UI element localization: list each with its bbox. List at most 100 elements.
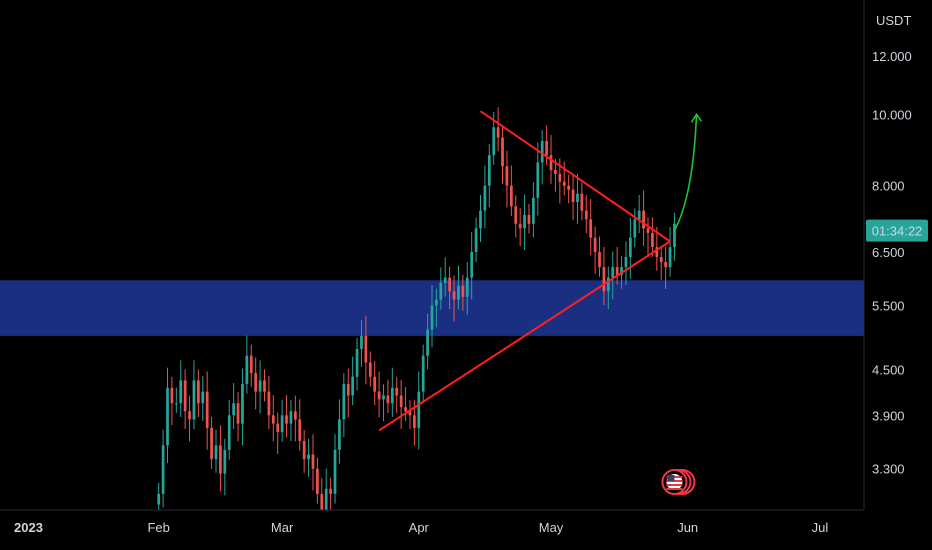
falling-trendline[interactable] [479, 110, 671, 243]
candle [342, 373, 346, 438]
candle-body [254, 373, 258, 392]
candle [501, 126, 504, 185]
candle [293, 395, 297, 442]
candle-body [232, 403, 235, 416]
candle [461, 274, 465, 311]
candle [285, 395, 288, 438]
us-flag-icon[interactable] [661, 469, 696, 495]
candle-body [576, 193, 579, 203]
candle-body [245, 355, 249, 385]
candle [157, 482, 161, 515]
time-axis[interactable] [0, 510, 932, 550]
candle [593, 226, 597, 274]
candle-body [439, 282, 443, 300]
candle-body [593, 237, 597, 253]
candle [611, 251, 615, 300]
candle-body [276, 423, 280, 433]
candle-body [307, 454, 310, 460]
candle [540, 129, 544, 185]
candle [527, 203, 531, 234]
candle [509, 165, 513, 217]
candle-body [527, 214, 531, 224]
candle-body [518, 223, 522, 229]
candle-body [201, 391, 205, 404]
candle-body [386, 395, 390, 404]
candle [562, 161, 566, 196]
candle [298, 399, 302, 451]
candle-body [236, 403, 240, 424]
candle [241, 368, 244, 446]
candle [576, 173, 579, 224]
candle [606, 266, 610, 309]
candle-body [492, 127, 496, 156]
candle-body [580, 193, 584, 211]
candle [311, 434, 315, 491]
candle-body [496, 127, 500, 138]
time-tick-label: Jun [677, 520, 698, 535]
candle [346, 368, 350, 418]
candle [170, 376, 174, 426]
candle [589, 199, 593, 256]
candle-body [479, 210, 482, 229]
candle [258, 360, 262, 414]
candle-body [192, 380, 196, 420]
candle-body [470, 252, 474, 278]
time-tick-label: Mar [271, 520, 294, 535]
candle [452, 275, 456, 322]
candle-body [487, 155, 491, 186]
candle [642, 190, 645, 247]
candle [651, 217, 654, 257]
candle-body [214, 445, 218, 460]
time-tick-label: Apr [409, 520, 430, 535]
candle [404, 387, 407, 421]
candle [448, 266, 451, 309]
candle-body [377, 391, 381, 400]
candle-body [324, 488, 328, 516]
candle-body [651, 232, 654, 248]
candle-body [664, 262, 667, 268]
candle-body [633, 219, 637, 238]
candle-body [659, 256, 663, 263]
candle [615, 246, 619, 285]
flag-stripe [666, 488, 683, 490]
candle-body [443, 277, 447, 283]
candle-body [505, 166, 509, 186]
candle-body [589, 219, 593, 238]
candle [232, 383, 235, 430]
candle [457, 265, 460, 310]
candle [351, 356, 355, 406]
projection-arrowhead [690, 112, 703, 123]
candle [584, 194, 588, 234]
candle-body [540, 140, 544, 163]
price-tick-label: 3.300 [872, 462, 905, 477]
candle-body [205, 391, 209, 428]
price-tick-label: 6.500 [872, 245, 905, 260]
price-axis[interactable] [864, 0, 932, 510]
rising-trendline[interactable] [378, 240, 671, 432]
candle-body [161, 445, 165, 494]
candle-body [668, 247, 672, 268]
candle-body [364, 335, 368, 363]
candle-body [457, 285, 460, 300]
candle-body [360, 335, 363, 349]
candle-body [435, 299, 438, 306]
candle-body [280, 415, 284, 433]
candle-body [170, 387, 174, 404]
flag-canton [667, 475, 675, 481]
projection-arrow[interactable] [673, 114, 698, 232]
candle [302, 429, 306, 473]
candle [395, 376, 399, 414]
candle [254, 357, 258, 410]
candle-body [514, 206, 518, 224]
candle [496, 107, 500, 152]
candle [487, 144, 491, 208]
candle-body [382, 395, 385, 400]
candle-body [571, 189, 575, 203]
candle-body [395, 387, 399, 396]
candle-body [289, 411, 293, 424]
candle-body [210, 427, 213, 460]
candle [421, 344, 425, 402]
countdown-timer: 01:34:22 [872, 224, 923, 239]
